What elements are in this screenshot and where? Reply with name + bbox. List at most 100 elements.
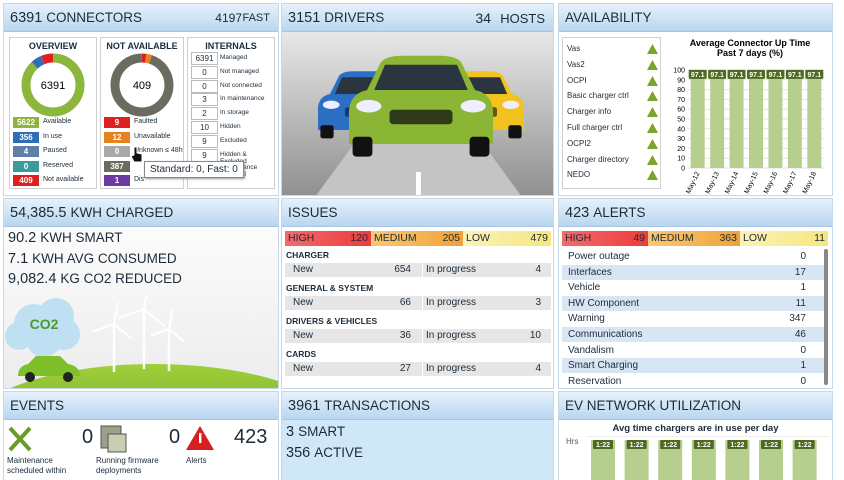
issue-row: New 66 In progress 3 <box>285 296 551 310</box>
internal-value: 2 <box>191 107 218 121</box>
y-tick-label: 90 <box>677 77 685 84</box>
header-text: ALERTS <box>593 205 646 220</box>
alert-label: HW Component <box>568 297 640 309</box>
fast-label: FAST <box>242 12 270 24</box>
panel-header: 54,385.5 KWH CHARGED <box>4 199 278 227</box>
y-tick-label: 10 <box>677 156 685 163</box>
value-label: 1:22 <box>596 442 610 449</box>
status-triangle <box>647 123 658 133</box>
priority-value: 363 <box>719 232 737 244</box>
ev-network-panel: EV NETWORK UTILIZATION Avg time chargers … <box>558 391 833 480</box>
value-label-bg <box>708 69 727 79</box>
priority-value: 205 <box>442 232 460 244</box>
priority-segment: LOW 479 <box>463 231 551 246</box>
value-label: 1:22 <box>730 442 744 449</box>
legend-badge: 1 <box>104 175 130 186</box>
value-label-bg <box>766 69 785 79</box>
panel-header: 423 ALERTS <box>559 199 832 227</box>
header-text: 6391 <box>10 10 43 26</box>
internal-value: 3 <box>191 93 218 107</box>
bar <box>710 72 725 168</box>
service-name: Charger info <box>567 107 612 117</box>
wheel <box>25 372 35 382</box>
service-name: Vas <box>567 44 581 53</box>
internal-label: Excluded <box>220 136 247 144</box>
chart-title: Average Connector Up Time <box>690 38 811 48</box>
panel-header: 3961 TRANSACTIONS <box>282 392 553 420</box>
new-label: New <box>293 363 314 374</box>
firmware-icon <box>107 433 127 453</box>
y-tick-label: 20 <box>677 146 685 153</box>
value-label-bg <box>660 440 681 449</box>
value-label-bg <box>626 440 647 449</box>
alert-row: Reservation 0 <box>562 373 824 388</box>
value-label: 1:22 <box>764 442 778 449</box>
windmill-blade <box>143 308 167 328</box>
legend-label: Available <box>43 118 72 125</box>
service-name: NEDO <box>567 170 591 180</box>
status-triangle <box>647 170 658 181</box>
legend-badge: 0 <box>104 146 130 157</box>
energy-label: KG CO2 REDUCED <box>60 271 182 286</box>
service-name: Full charger ctrl <box>567 123 623 132</box>
alert-value: 0 <box>800 375 806 387</box>
cursor <box>130 146 143 163</box>
y-tick-label: 70 <box>677 97 685 104</box>
wheel <box>63 372 73 382</box>
header-text: CONNECTORS <box>46 10 143 25</box>
legend-label: Not available <box>43 176 84 183</box>
bar <box>749 72 763 168</box>
status-icon <box>647 170 658 181</box>
header-text: 3961 <box>288 398 321 414</box>
alert-label: Smart Charging <box>568 360 639 372</box>
alert-label: Warning <box>568 313 605 325</box>
new-value: 36 <box>399 330 411 341</box>
alert-label: Vandalism <box>568 344 614 356</box>
alert-row: Vandalism 0 <box>562 342 824 358</box>
header-text: DRIVERS <box>324 10 385 25</box>
status-icon <box>647 75 658 86</box>
new-label: New <box>293 264 314 275</box>
legend-badge: 4 <box>13 146 39 157</box>
new-value: 654 <box>394 264 411 275</box>
value-label-bg <box>747 69 765 79</box>
priority-label: HIGH <box>565 232 592 244</box>
x-tick-label: May-13 <box>705 171 721 194</box>
alert-value: 0 <box>800 344 806 356</box>
value-label-bg <box>688 69 707 79</box>
legend-badge: 409 <box>13 175 39 186</box>
alert-label: Reservation <box>568 375 622 387</box>
legend-badge: 356 <box>13 131 39 143</box>
value-label-bg <box>693 440 714 449</box>
service-name: Basic charger ctrl <box>567 91 629 101</box>
issues-panel: ISSUES HIGH 120 MEDIUM 205 LOW 479 CHARGER New 65… <box>281 198 554 389</box>
y-tick-label: 0 <box>681 166 685 173</box>
energy-panel: 54,385.5 KWH CHARGED 90.2 KWH SMART 7.1 KWH A… <box>3 198 279 389</box>
transaction-value: 3 <box>286 424 295 440</box>
progress-value: 3 <box>535 297 541 308</box>
box-title: INTERNALS <box>205 41 257 51</box>
donut-total: 6391 <box>41 80 65 92</box>
x-tick-label: May-18 <box>802 171 818 194</box>
value-label: 97.1 <box>730 72 744 79</box>
status-triangle <box>647 138 658 149</box>
alert-value: 11 <box>795 297 806 309</box>
alert-value: 0 <box>800 251 806 262</box>
new-label: New <box>293 297 314 308</box>
panel-header: ISSUES <box>282 199 553 227</box>
value-label: 1:22 <box>663 442 677 449</box>
value-label: 1:22 <box>630 442 644 449</box>
legend-badge: 387 <box>104 160 130 172</box>
value-label-bg <box>794 440 815 449</box>
status-icon <box>647 154 658 165</box>
internal-value: 0 <box>191 79 218 93</box>
y-tick-label: 60 <box>677 107 685 114</box>
alert-row: Power outage 0 <box>562 249 824 264</box>
value-label: 97.1 <box>769 72 783 79</box>
bar <box>690 72 705 168</box>
wheel <box>508 125 522 139</box>
status-icon <box>647 107 658 118</box>
energy-line: 9,082.4 KG CO2 REDUCED <box>8 271 182 287</box>
internal-value: 6391 <box>191 52 218 65</box>
section-title: DRIVERS & VEHICLES <box>286 316 378 326</box>
